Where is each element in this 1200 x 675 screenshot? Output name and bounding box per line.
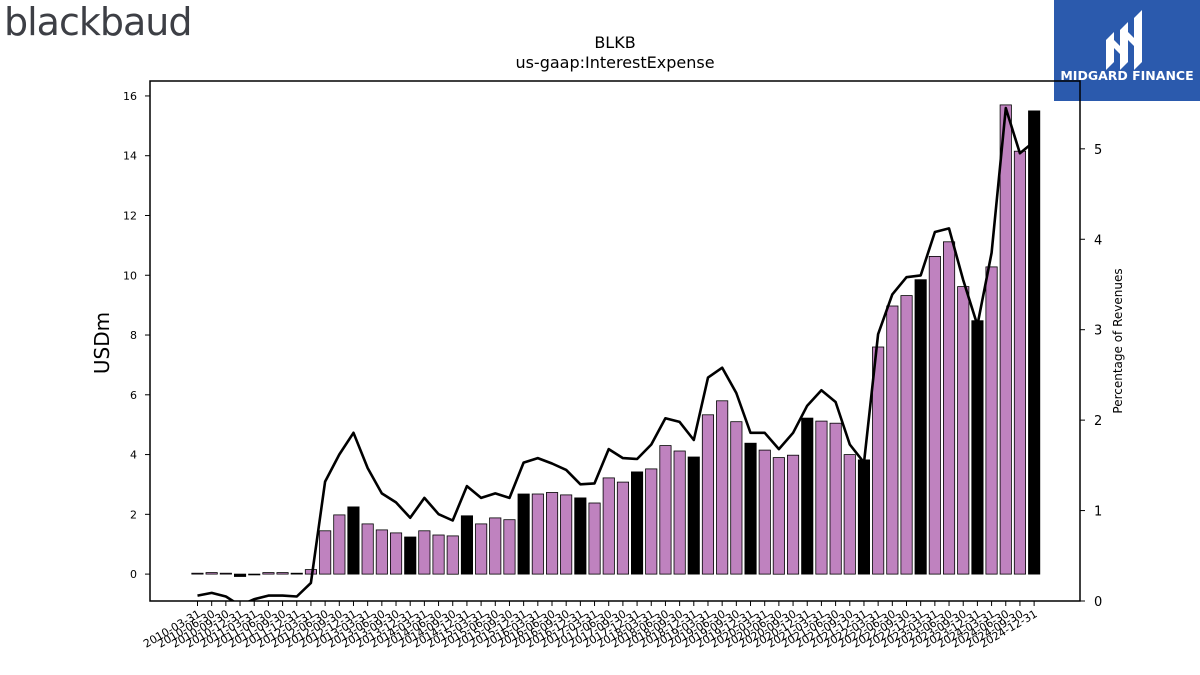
midgard-m-icon (1106, 10, 1142, 70)
bar-2012-09-30 (333, 514, 346, 575)
y-tick-label-12: 12 (123, 209, 137, 222)
bar-2013-12-31 (404, 536, 417, 575)
bar-2012-06-30 (319, 530, 332, 575)
bar-2020-12-31 (801, 417, 814, 575)
bar-2024-03-31 (985, 266, 998, 575)
bar-2022-09-30 (900, 295, 913, 575)
bar-2015-12-31 (517, 493, 530, 575)
y-tick-label-2: 2 (130, 508, 137, 521)
bar-2021-06-30 (829, 422, 842, 575)
y-tick-label-8: 8 (130, 329, 137, 342)
chart-title: BLKB (594, 33, 636, 52)
midgard-finance-logo: MIDGARD FINANCE (1054, 0, 1200, 101)
blackbaud-logo: blackbaud (4, 0, 192, 44)
y2-tick-label-5: 5 (1094, 143, 1102, 158)
bar-2024-06-30 (999, 104, 1012, 575)
bar-2012-12-31 (347, 506, 360, 575)
bar-2023-12-31 (971, 320, 984, 575)
bar-2014-03-31 (418, 530, 431, 575)
bar-2015-06-30 (489, 517, 502, 575)
y-tick-label-4: 4 (130, 449, 137, 462)
y-tick-label-6: 6 (130, 389, 137, 402)
bar-2014-06-30 (432, 534, 445, 575)
bar-2018-06-30 (659, 445, 672, 575)
bar-2023-09-30 (957, 286, 970, 575)
midgard-finance-logo-text: MIDGARD FINANCE (1060, 68, 1194, 83)
bar-2018-12-31 (687, 456, 700, 575)
bar-2010-06-30 (205, 572, 218, 575)
bar-2023-06-30 (943, 241, 956, 575)
percentage-of-revenues-line (197, 106, 1035, 601)
bar-2020-03-31 (758, 449, 771, 575)
y-tick-label-0: 0 (130, 568, 137, 581)
chart-subtitle: us-gaap:InterestExpense (515, 53, 715, 72)
bar-2011-09-30 (276, 572, 289, 575)
bar-2015-09-30 (503, 519, 516, 575)
y2-tick-label-1: 1 (1094, 505, 1102, 520)
bar-2020-06-30 (772, 457, 785, 575)
bar-2010-12-31 (233, 573, 247, 577)
bar-2016-03-31 (531, 493, 544, 575)
bar-2010-03-31 (191, 572, 204, 575)
bar-2019-12-31 (744, 442, 757, 575)
bar-2021-12-31 (857, 459, 870, 575)
bar-2013-09-30 (389, 532, 403, 575)
bar-2015-03-31 (475, 523, 488, 575)
bar-2014-12-31 (460, 515, 473, 575)
y2-tick-label-4: 4 (1094, 233, 1102, 248)
bar-2017-12-31 (631, 471, 644, 575)
bar-2019-06-30 (716, 400, 729, 575)
bar-2018-09-30 (673, 450, 686, 575)
y2-tick-label-3: 3 (1094, 324, 1102, 339)
bar-2024-12-31 (1028, 110, 1041, 575)
bar-2018-03-31 (645, 468, 658, 575)
bar-2011-03-31 (248, 573, 261, 576)
bar-2023-03-31 (928, 255, 941, 575)
bar-2013-03-31 (361, 523, 374, 575)
bar-2013-06-30 (375, 529, 388, 575)
bar-2022-03-31 (872, 346, 885, 575)
y2-axis-label: Percentage of Revenues (1111, 268, 1125, 413)
bar-2011-06-30 (262, 572, 275, 575)
bar-2020-09-30 (787, 454, 800, 575)
bar-2019-09-30 (730, 421, 743, 575)
bar-2021-09-30 (843, 454, 856, 575)
bar-2022-12-31 (914, 279, 927, 575)
midgard-finance-logo-badge (1054, 0, 1200, 101)
bar-2017-06-30 (602, 477, 615, 575)
y-axis-label: USDm (90, 312, 114, 374)
plot-frame (149, 80, 1081, 602)
bar-2019-03-31 (701, 414, 714, 575)
y-tick-label-14: 14 (123, 150, 137, 163)
bar-2022-06-30 (886, 305, 899, 575)
y2-tick-label-0: 0 (1094, 595, 1102, 610)
bar-2024-09-30 (1013, 150, 1026, 575)
y-tick-label-16: 16 (123, 90, 137, 103)
bar-2014-09-30 (446, 535, 459, 575)
y2-tick-label-2: 2 (1094, 414, 1102, 429)
bar-2017-09-30 (616, 481, 629, 575)
bar-2017-03-31 (588, 502, 601, 575)
bar-2016-12-31 (574, 497, 587, 575)
bar-2021-03-31 (815, 420, 828, 575)
bar-2010-09-30 (219, 572, 232, 575)
bar-2016-06-30 (546, 492, 559, 575)
y-tick-label-10: 10 (123, 269, 137, 282)
bar-2011-12-31 (290, 572, 303, 575)
bar-2016-09-30 (560, 494, 573, 575)
